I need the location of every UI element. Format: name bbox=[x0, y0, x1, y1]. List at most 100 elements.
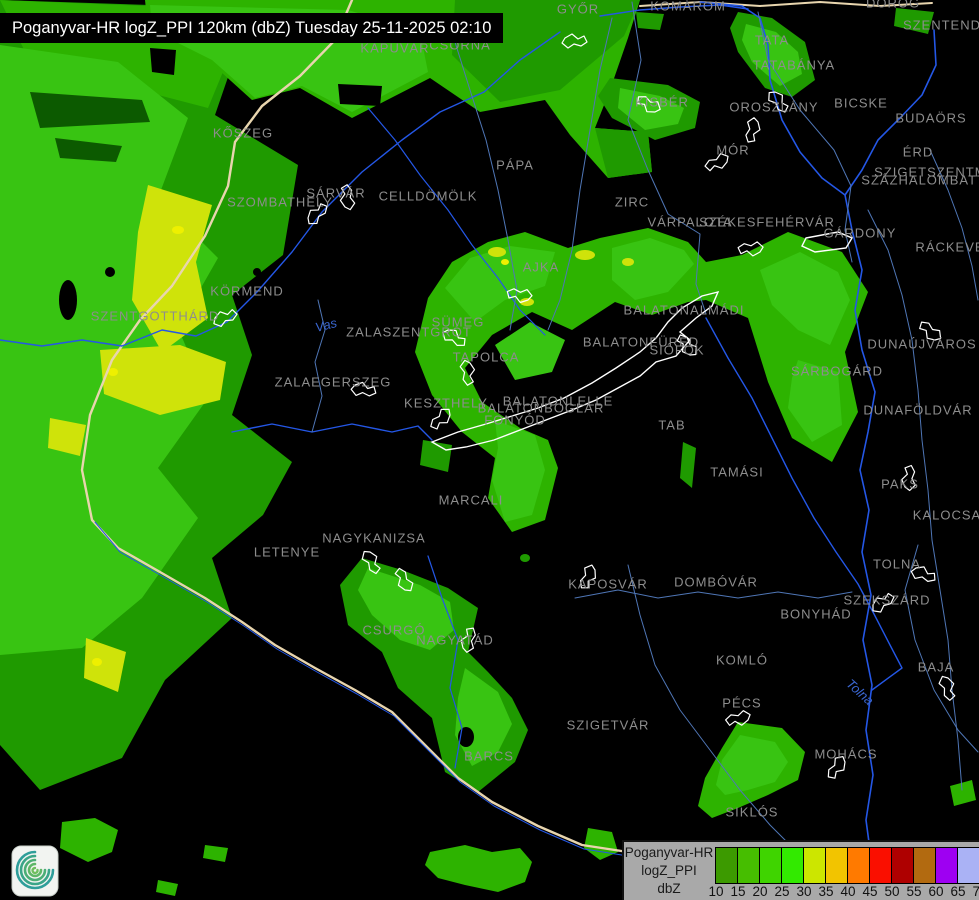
title-text: Poganyvar-HR logZ_PPI 120km (dbZ) Tuesda… bbox=[12, 19, 492, 37]
radar-echo bbox=[680, 442, 696, 488]
radar-echo bbox=[48, 418, 86, 456]
radar-echo bbox=[894, 8, 934, 34]
city-outline bbox=[919, 321, 942, 341]
radar-echo-spot bbox=[488, 247, 506, 257]
radar-echo bbox=[132, 185, 212, 352]
radar-echo bbox=[156, 880, 178, 896]
legend-tick: 45 bbox=[862, 884, 878, 899]
radar-echo bbox=[55, 138, 122, 162]
lakes-layer bbox=[430, 231, 854, 451]
city-outline bbox=[339, 184, 356, 211]
radar-echo bbox=[950, 780, 976, 806]
city-outline bbox=[361, 550, 381, 575]
boundary-line bbox=[311, 299, 326, 433]
river-line bbox=[0, 31, 561, 347]
legend-text-block: Poganyvar-HR logZ_PPI dbZ bbox=[624, 844, 714, 898]
river-line bbox=[427, 555, 463, 769]
legend-color-cell bbox=[781, 847, 803, 884]
legend-station: Poganyvar-HR bbox=[624, 845, 714, 860]
city-outline bbox=[350, 381, 377, 397]
legend-tick: 70 bbox=[972, 884, 979, 899]
legend-unit: dbZ bbox=[657, 881, 681, 896]
legend-tick: 15 bbox=[730, 884, 746, 899]
radar-echo bbox=[420, 440, 452, 472]
radar-echo bbox=[716, 735, 788, 795]
city-outline bbox=[307, 203, 328, 225]
color-scale-legend: Poganyvar-HR logZ_PPI dbZ 10 15 20 25 30 35 40… bbox=[622, 840, 979, 900]
radar-echo-spot bbox=[253, 268, 261, 276]
radar-echo-spot bbox=[105, 267, 115, 277]
met-service-spiral-logo[interactable] bbox=[11, 843, 59, 900]
radar-echo bbox=[636, 12, 664, 30]
city-outline bbox=[676, 334, 697, 356]
radar-echo bbox=[595, 128, 652, 178]
legend-tick: 20 bbox=[752, 884, 768, 899]
radar-echo-spot bbox=[501, 259, 509, 265]
city-outline bbox=[745, 117, 761, 143]
city-outline bbox=[872, 592, 895, 613]
legend-color-cell bbox=[759, 847, 781, 884]
river-line bbox=[705, 317, 903, 691]
radar-echo bbox=[612, 238, 694, 300]
radar-echo-spot bbox=[172, 226, 184, 234]
city-outline bbox=[704, 153, 729, 172]
legend-color-cell bbox=[737, 847, 759, 884]
boundary-line bbox=[757, 11, 853, 263]
legend-product: logZ_PPI bbox=[641, 863, 697, 878]
legend-color-cell bbox=[803, 847, 825, 884]
radar-echo bbox=[742, 24, 802, 86]
radar-echo bbox=[492, 420, 545, 522]
radar-echo bbox=[358, 568, 454, 650]
boundary-line bbox=[904, 544, 979, 753]
radar-echo bbox=[425, 845, 532, 892]
legend-tick: 55 bbox=[906, 884, 922, 899]
city-outline bbox=[827, 755, 846, 779]
radar-echo bbox=[100, 345, 226, 415]
legend-color-cells bbox=[715, 847, 979, 884]
legend-color-cell bbox=[869, 847, 891, 884]
radar-echo bbox=[203, 845, 228, 862]
radar-echo bbox=[84, 638, 126, 692]
legend-color-cell bbox=[957, 847, 979, 884]
radar-echo bbox=[30, 92, 150, 128]
radar-echo bbox=[338, 84, 382, 106]
city-outline bbox=[901, 464, 916, 492]
city-outline bbox=[506, 288, 533, 304]
legend-tick: 25 bbox=[774, 884, 790, 899]
city-outline bbox=[579, 564, 597, 589]
radar-echo bbox=[150, 48, 176, 75]
legend-color-cell bbox=[891, 847, 913, 884]
radar-echo bbox=[60, 818, 118, 862]
legend-color-cell bbox=[715, 847, 737, 884]
legend-tick: 30 bbox=[796, 884, 812, 899]
city-outline bbox=[724, 710, 751, 726]
legend-tick: 60 bbox=[928, 884, 944, 899]
city-outline bbox=[459, 359, 476, 386]
legend-tick: 50 bbox=[884, 884, 900, 899]
city-outline bbox=[394, 567, 414, 592]
radar-echo-spot bbox=[92, 658, 102, 666]
radar-echo bbox=[788, 360, 842, 442]
radar-echo-spot bbox=[520, 554, 530, 562]
city-outline bbox=[768, 91, 789, 113]
city-outline bbox=[737, 241, 764, 257]
city-outline bbox=[430, 408, 451, 430]
boundary-line bbox=[929, 149, 979, 301]
radar-echo bbox=[584, 828, 618, 860]
legend-color-cell bbox=[913, 847, 935, 884]
legend-tick-labels: 10 15 20 25 30 35 40 45 50 55 60 65 70 bbox=[708, 884, 979, 900]
radar-echo bbox=[495, 322, 565, 380]
radar-echo-spot bbox=[59, 280, 77, 320]
radar-echo bbox=[618, 88, 684, 130]
boundary-line bbox=[627, 564, 801, 856]
lake-velence bbox=[801, 231, 854, 253]
legend-color-cell bbox=[847, 847, 869, 884]
radar-echo-spot bbox=[622, 258, 634, 266]
river-line bbox=[94, 521, 669, 857]
spiral-logo-icon bbox=[11, 845, 59, 897]
river-line bbox=[231, 423, 433, 441]
